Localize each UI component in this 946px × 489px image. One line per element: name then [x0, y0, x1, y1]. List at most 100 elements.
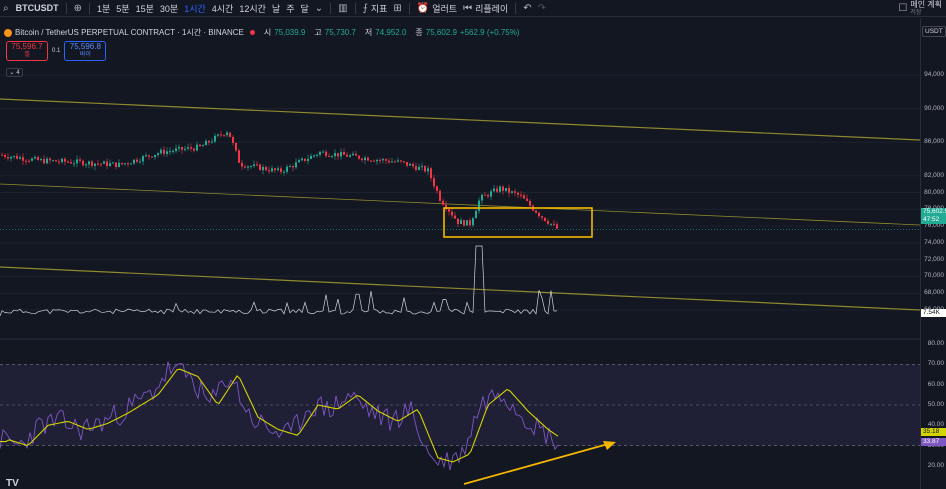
interval-5[interactable]: 4시간 [211, 3, 234, 14]
interval-9[interactable]: 달 [300, 3, 309, 14]
candle-body [328, 155, 330, 157]
buy-label: 바이 [79, 52, 91, 58]
candle-body [229, 132, 231, 137]
bitcoin-logo-icon [4, 28, 12, 37]
candle-body [127, 163, 129, 165]
symbol-name[interactable]: BTCUSDT [15, 3, 59, 13]
rsi-line [0, 361, 559, 471]
interval-8[interactable]: 주 [286, 3, 295, 14]
candle-body [253, 164, 255, 167]
candle-body [499, 186, 501, 192]
candle-body [385, 159, 387, 161]
redo-icon[interactable]: ↷ [537, 2, 546, 14]
candle-body [121, 162, 123, 165]
candle-body [415, 166, 417, 170]
interval-1[interactable]: 5분 [116, 3, 130, 14]
candle-body [142, 156, 144, 162]
candle-body [52, 160, 54, 162]
currency-badge[interactable]: USDT [922, 26, 946, 37]
candle-body [196, 144, 198, 151]
interval-3[interactable]: 30분 [159, 3, 179, 14]
candle-body [445, 204, 447, 210]
close-value: 75,602.9 [425, 28, 457, 37]
candle-body [58, 161, 60, 163]
candle-body [262, 166, 264, 171]
candle-body [19, 157, 21, 159]
volume-tag: 7.54K [921, 309, 946, 317]
compare-add-icon[interactable]: ⊕ [73, 2, 82, 14]
candle-body [460, 220, 462, 225]
volume-line [0, 245, 558, 317]
interval-7[interactable]: 날 [271, 3, 281, 14]
replay-button[interactable]: ⏮ 리플레이 [460, 0, 511, 17]
candle-body [223, 135, 225, 137]
candle-body [310, 155, 312, 159]
symbol-title[interactable]: Bitcoin / TetherUS PERPETUAL CONTRACT · … [15, 28, 244, 37]
candle-body [322, 151, 324, 153]
chart-area[interactable]: Bitcoin / TetherUS PERPETUAL CONTRACT · … [0, 18, 920, 489]
indicators-collapse-button[interactable]: ⌄ 4 [6, 68, 23, 77]
candle-body [346, 154, 348, 157]
layout-square-icon[interactable]: ☐ [898, 3, 908, 14]
chart-type-icon[interactable]: ▥ [338, 2, 348, 14]
candle-body [544, 217, 546, 222]
replay-label: 리플레이 [475, 3, 509, 14]
chart-canvas[interactable] [0, 18, 920, 489]
replay-icon: ⏮ [463, 2, 473, 14]
candle-body [55, 160, 57, 162]
candle-body [364, 157, 366, 161]
candle-body [463, 220, 465, 226]
alert-button[interactable]: ⏰ 얼러트 [414, 0, 460, 17]
interval-6[interactable]: 12시간 [239, 3, 266, 14]
buy-button[interactable]: 75,596.8 바이 [64, 41, 107, 61]
candle-body [250, 166, 252, 168]
candle-body [46, 158, 48, 164]
interval-2[interactable]: 15분 [135, 3, 154, 14]
templates-icon[interactable]: ⊞ [393, 2, 402, 14]
candle-body [280, 168, 282, 173]
sell-button[interactable]: 75,596.7 셀 [6, 41, 48, 61]
candle-body [343, 151, 345, 155]
candle-body [13, 155, 15, 157]
candle-body [298, 160, 300, 163]
candle-body [307, 158, 309, 161]
candle-body [520, 194, 522, 196]
candle-body [301, 158, 303, 161]
candle-body [376, 159, 378, 162]
candle-body [43, 159, 45, 164]
candle-body [160, 149, 162, 154]
candle-body [97, 163, 99, 165]
undo-icon[interactable]: ↶ [523, 2, 532, 14]
candle-body [550, 223, 552, 225]
candle-body [313, 155, 315, 157]
candle-body [421, 166, 423, 168]
candle-body [535, 210, 537, 213]
candle-body [487, 194, 489, 197]
alarm-clock-icon: ⏰ [416, 2, 430, 14]
interval-4[interactable]: 1시간 [184, 3, 206, 14]
symbol-search-icon[interactable]: ⌕ [3, 2, 9, 14]
candle-body [259, 164, 261, 171]
low-label: 저 [364, 28, 373, 37]
price-axis[interactable]: USDT 94,00090,00086,00082,00080,00078,00… [920, 18, 946, 489]
candle-body [151, 156, 153, 158]
candle-body [22, 157, 24, 161]
candle-body [178, 146, 180, 149]
candle-body [205, 140, 207, 146]
main-layout-button[interactable]: 메인 계획 저장 [910, 0, 946, 17]
change-value: +562.9 (+0.75%) [459, 28, 520, 37]
chevron-down-icon[interactable]: ⌄ [314, 2, 324, 14]
tradingview-logo: TV [6, 478, 19, 489]
candle-body [40, 159, 42, 161]
candle-body [61, 158, 63, 162]
channel-mid-line [0, 183, 920, 226]
rsi-band-background [0, 364, 920, 446]
interval-0[interactable]: 1분 [97, 3, 111, 14]
indicators-button[interactable]: ⨍ 지표 [360, 0, 391, 17]
candle-body [391, 161, 393, 163]
high-value: 75,730.7 [324, 28, 356, 37]
market-status-icon [249, 30, 255, 35]
candle-body [430, 168, 432, 179]
candle-body [553, 223, 555, 225]
candle-body [397, 160, 399, 162]
